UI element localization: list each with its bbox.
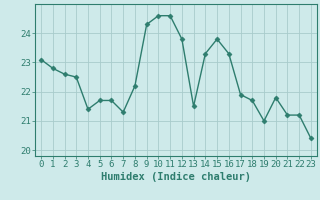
X-axis label: Humidex (Indice chaleur): Humidex (Indice chaleur) [101,172,251,182]
